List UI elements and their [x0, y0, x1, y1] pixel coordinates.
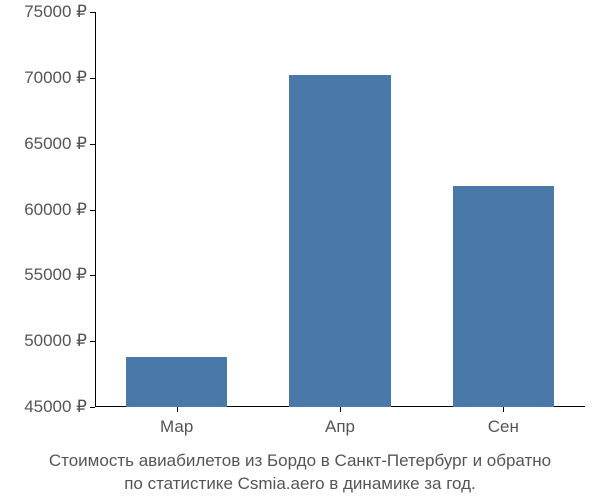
chart-caption: Стоимость авиабилетов из Бордо в Санкт-П…: [0, 450, 600, 496]
y-tick-label: 70000 ₽: [24, 68, 95, 88]
y-tick-label: 50000 ₽: [24, 331, 95, 351]
plot-area: 45000 ₽50000 ₽55000 ₽60000 ₽65000 ₽70000…: [95, 12, 585, 407]
y-tick-label: 75000 ₽: [24, 2, 95, 22]
y-axis-line: [95, 12, 96, 407]
y-tick-mark: [90, 210, 95, 211]
y-tick-mark: [90, 407, 95, 408]
y-tick-label: 65000 ₽: [24, 134, 95, 154]
caption-line-2: по статистике Csmia.aero в динамике за г…: [0, 473, 600, 496]
y-tick-mark: [90, 78, 95, 79]
bar: [126, 357, 227, 407]
y-tick-label: 60000 ₽: [24, 200, 95, 220]
y-tick-mark: [90, 12, 95, 13]
y-tick-mark: [90, 144, 95, 145]
bar: [453, 186, 554, 407]
x-tick-mark: [177, 407, 178, 412]
x-tick-mark: [340, 407, 341, 412]
price-bar-chart: 45000 ₽ 50000 ₽ 55000 ₽ 60000 ₽ 65000 ₽ 70000…: [0, 0, 600, 500]
caption-line-1: Стоимость авиабилетов из Бордо в Санкт-П…: [0, 450, 600, 473]
bar: [289, 75, 390, 407]
y-tick-mark: [90, 341, 95, 342]
y-tick-mark: [90, 275, 95, 276]
x-tick-mark: [503, 407, 504, 412]
y-tick-label: 45000 ₽: [24, 397, 95, 417]
y-tick-label: 55000 ₽: [24, 265, 95, 285]
